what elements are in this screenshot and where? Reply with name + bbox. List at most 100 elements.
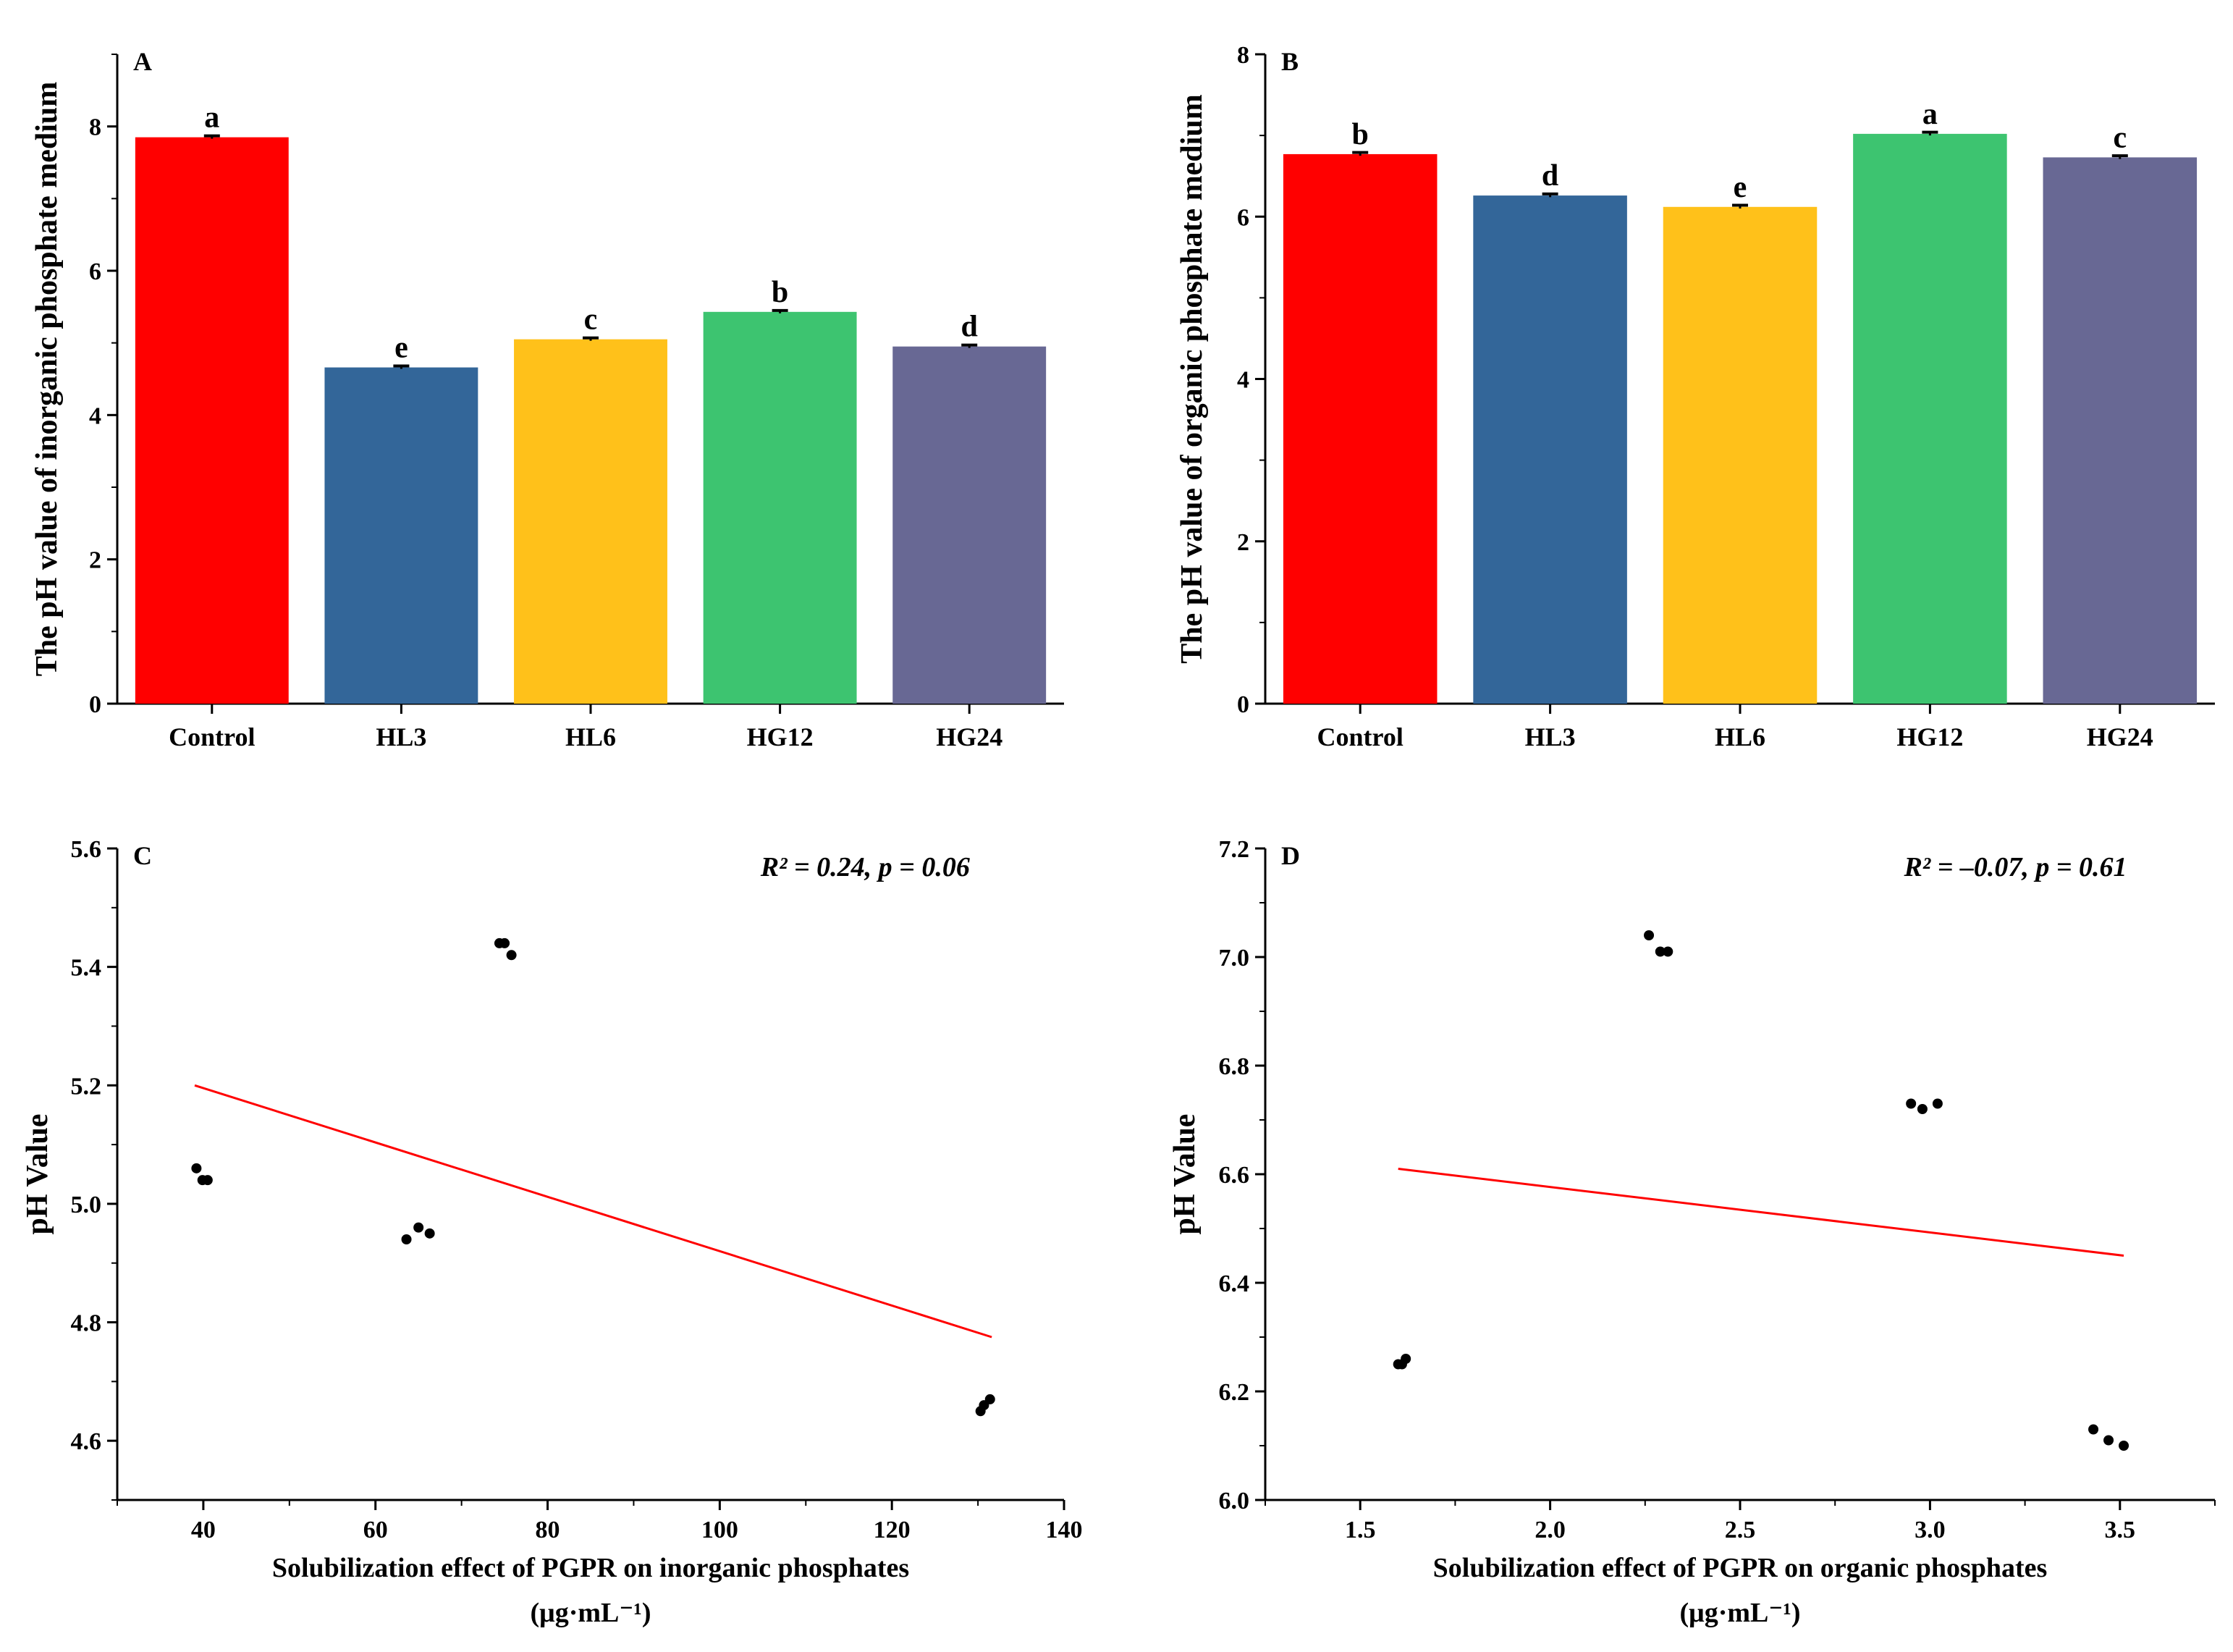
y-tick-label: 6 bbox=[89, 258, 101, 285]
significance-letter: c bbox=[2113, 121, 2127, 154]
significance-letter: e bbox=[1734, 171, 1747, 204]
x-tick-label: HG24 bbox=[2087, 722, 2153, 751]
bar-hg12 bbox=[1853, 133, 2007, 704]
y-axis-title: pH Value bbox=[1168, 1114, 1202, 1235]
y-tick-label: 6 bbox=[1237, 204, 1249, 231]
y-tick-label: 5.2 bbox=[71, 1073, 102, 1100]
x-tick-label: 140 bbox=[1046, 1517, 1083, 1543]
y-tick-label: 6.8 bbox=[1219, 1053, 1250, 1080]
bar-hl6 bbox=[1663, 206, 1818, 704]
panel-c-scatter-chart: 4.6 4.8 5.0 5.2 5.4 5.6 pH Value 40 60 80 100 120 14… bbox=[21, 836, 1083, 1628]
bar-hg24 bbox=[892, 346, 1047, 704]
data-point bbox=[1917, 1104, 1928, 1114]
x-tick-label: Control bbox=[1317, 722, 1403, 751]
data-point bbox=[506, 950, 517, 961]
y-tick-label: 6.0 bbox=[1219, 1488, 1250, 1514]
data-point bbox=[1644, 930, 1655, 940]
x-tick-label: Control bbox=[169, 722, 255, 751]
y-axis-title: The pH value of inorganic phosphate medi… bbox=[30, 82, 64, 676]
panel-a-bar-chart: 0 2 4 6 8 The pH value of inorganic phosphate… bbox=[30, 47, 1064, 751]
data-point bbox=[2103, 1435, 2114, 1446]
x-tick-label: HG12 bbox=[1896, 722, 1963, 751]
significance-letter: c bbox=[584, 303, 598, 337]
x-tick-label: 1.5 bbox=[1345, 1517, 1376, 1543]
x-tick-label: 3.5 bbox=[2105, 1517, 2136, 1543]
x-tick-label: HG24 bbox=[936, 722, 1002, 751]
x-tick-label: HL6 bbox=[1715, 722, 1765, 751]
data-point bbox=[1401, 1354, 1411, 1364]
x-axis-title: Solubilization effect of PGPR on organic… bbox=[1433, 1553, 2048, 1583]
x-tick-label: HL6 bbox=[565, 722, 616, 751]
bar-hg24 bbox=[2043, 157, 2198, 704]
significance-letter: d bbox=[961, 311, 978, 344]
x-tick-label: 3.0 bbox=[1915, 1517, 1946, 1543]
panel-label: D bbox=[1281, 841, 1300, 870]
data-point bbox=[191, 1163, 202, 1173]
x-axis-unit: (μg·mL⁻¹) bbox=[1680, 1598, 1801, 1628]
y-tick-label: 6.6 bbox=[1219, 1162, 1250, 1189]
stats-annotation: R² = –0.07, p = 0.61 bbox=[1903, 852, 2127, 882]
significance-letter: b bbox=[1352, 118, 1369, 151]
y-tick-label: 4.6 bbox=[71, 1428, 102, 1455]
data-point bbox=[1906, 1098, 1917, 1109]
data-point bbox=[413, 1222, 424, 1233]
data-point bbox=[2088, 1424, 2099, 1435]
significance-letter: b bbox=[772, 276, 788, 309]
x-tick-label: 120 bbox=[874, 1517, 911, 1543]
y-tick-label: 7.2 bbox=[1219, 836, 1250, 863]
data-point bbox=[1932, 1098, 1943, 1109]
y-tick-label: 6.2 bbox=[1219, 1379, 1250, 1406]
data-point bbox=[1655, 946, 1666, 957]
panel-b-bar-chart: 0 2 4 6 8 The pH value of organic phosphate m… bbox=[1175, 42, 2215, 751]
panel-d-scatter-chart: 6.0 6.2 6.4 6.6 6.8 7.0 7.2 pH Value 1.5 2.0 2.5 3.… bbox=[1168, 836, 2216, 1628]
bar-hl3 bbox=[324, 367, 478, 704]
data-point bbox=[401, 1234, 412, 1244]
y-tick-label: 5.0 bbox=[71, 1192, 102, 1218]
y-tick-label: 0 bbox=[89, 691, 101, 718]
y-axis-title: pH Value bbox=[21, 1114, 54, 1235]
x-tick-label: 40 bbox=[191, 1517, 216, 1543]
regression-line bbox=[194, 1084, 992, 1339]
x-tick-label: HG12 bbox=[747, 722, 814, 751]
data-point bbox=[424, 1228, 435, 1239]
x-tick-label: 100 bbox=[701, 1517, 738, 1543]
x-axis-unit: (μg·mL⁻¹) bbox=[531, 1598, 651, 1628]
x-tick-label: 2.5 bbox=[1725, 1517, 1756, 1543]
regression-line bbox=[1398, 1168, 2124, 1257]
bar-control bbox=[1283, 153, 1438, 704]
bar-hg12 bbox=[703, 311, 857, 704]
data-point bbox=[984, 1394, 995, 1404]
significance-letter: a bbox=[204, 101, 219, 135]
y-tick-label: 2 bbox=[89, 547, 101, 574]
data-point bbox=[1663, 946, 1673, 957]
x-tick-label: HL3 bbox=[1525, 722, 1576, 751]
bar-hl6 bbox=[514, 339, 667, 704]
stats-annotation: R² = 0.24, p = 0.06 bbox=[760, 852, 970, 882]
x-tick-label: 60 bbox=[363, 1517, 388, 1543]
x-tick-label: 2.0 bbox=[1535, 1517, 1566, 1543]
significance-letter: a bbox=[1922, 98, 1938, 131]
significance-letter: d bbox=[1542, 159, 1558, 193]
y-tick-label: 6.4 bbox=[1219, 1270, 1250, 1297]
y-axis-title: The pH value of organic phosphate medium bbox=[1175, 94, 1209, 663]
y-tick-label: 4 bbox=[1237, 367, 1249, 394]
y-tick-label: 2 bbox=[1237, 529, 1249, 556]
y-tick-label: 8 bbox=[89, 114, 101, 141]
panel-label: C bbox=[133, 841, 152, 870]
panel-label: A bbox=[133, 47, 152, 76]
panel-label: B bbox=[1281, 47, 1299, 76]
y-tick-label: 8 bbox=[1237, 42, 1249, 69]
y-tick-label: 4 bbox=[89, 403, 101, 429]
data-point bbox=[2119, 1441, 2129, 1451]
y-tick-label: 4.8 bbox=[71, 1310, 102, 1337]
bar-control bbox=[135, 137, 289, 704]
x-tick-label: 80 bbox=[536, 1517, 560, 1543]
x-tick-label: HL3 bbox=[376, 722, 426, 751]
y-tick-label: 5.6 bbox=[71, 836, 102, 863]
bar-hl3 bbox=[1473, 195, 1627, 704]
y-tick-label: 7.0 bbox=[1219, 945, 1250, 972]
data-point bbox=[202, 1175, 213, 1186]
y-tick-label: 5.4 bbox=[71, 955, 102, 982]
significance-letter: e bbox=[394, 332, 408, 365]
